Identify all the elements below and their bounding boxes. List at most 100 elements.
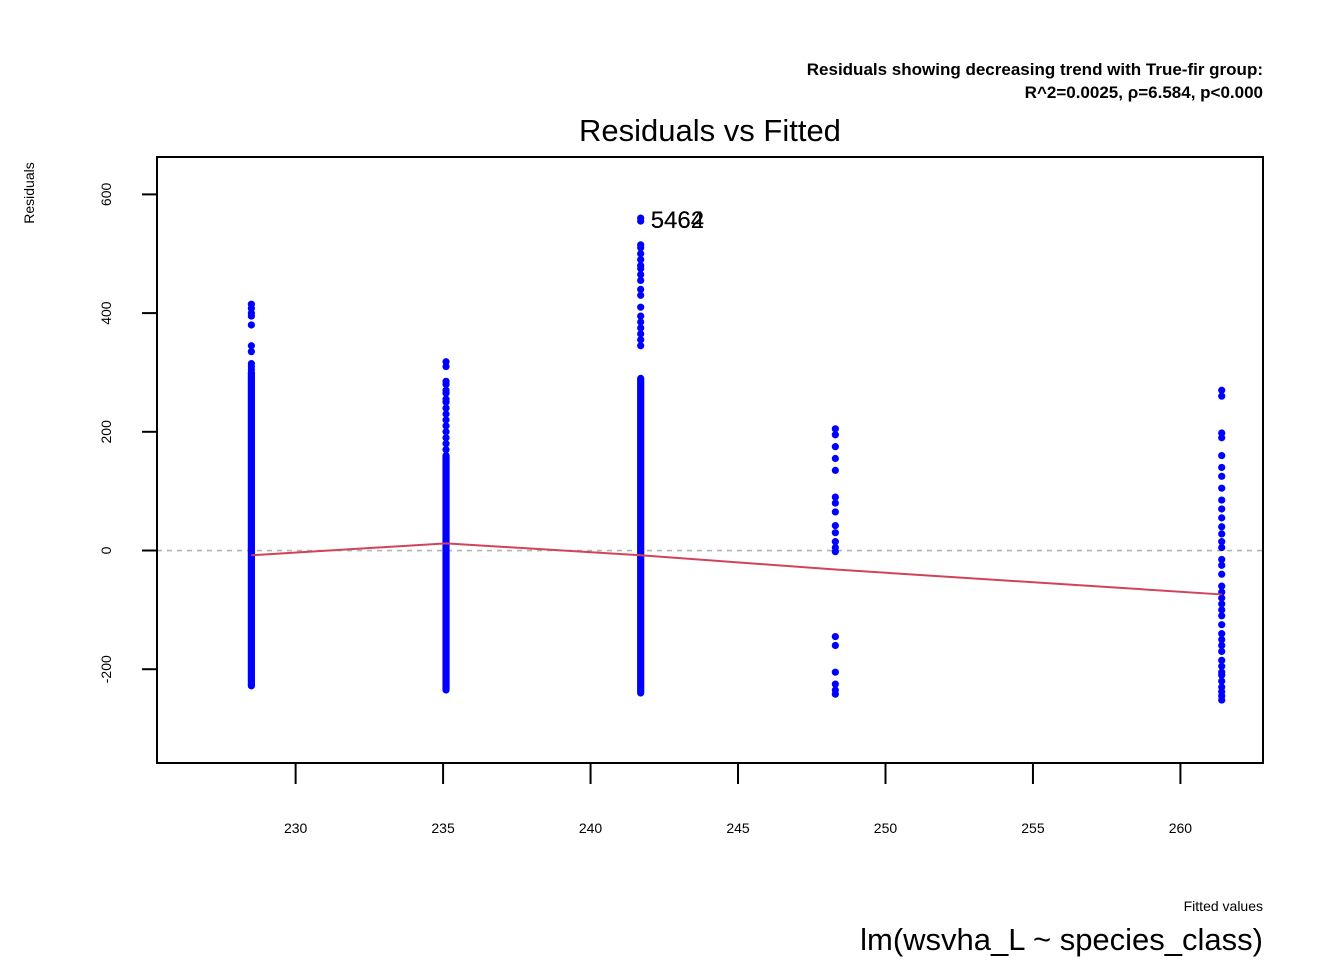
residual-point — [442, 358, 450, 366]
residual-point — [831, 431, 839, 439]
residual-point — [1218, 677, 1226, 685]
residual-point-cluster — [247, 368, 255, 690]
residual-point — [247, 321, 255, 329]
residual-point — [1218, 582, 1226, 590]
residual-point — [637, 214, 645, 222]
x-tick-label: 230 — [284, 820, 308, 836]
residual-point — [1218, 594, 1226, 602]
outlier-label: 5462 — [651, 207, 704, 234]
residual-point — [1218, 641, 1226, 650]
residual-point — [1218, 523, 1226, 531]
residual-point — [442, 440, 450, 448]
residual-point — [247, 359, 255, 368]
x-axis-label: Fitted values — [1184, 898, 1263, 914]
residual-point — [831, 521, 839, 530]
x-tick-label: 250 — [874, 820, 898, 836]
residual-point — [442, 404, 450, 412]
y-tick-label: 0 — [98, 546, 114, 554]
residual-point — [1218, 635, 1226, 644]
y-tick-label: 600 — [98, 183, 114, 207]
residual-point — [442, 446, 450, 454]
residual-point — [1218, 600, 1226, 608]
residual-point — [442, 422, 450, 430]
outlier-label: 5464 — [651, 207, 704, 234]
smoother-line — [251, 542, 1222, 596]
residual-point — [1218, 621, 1226, 629]
residual-point — [831, 499, 839, 507]
residual-point — [1218, 514, 1226, 522]
residual-point — [1218, 555, 1226, 564]
residual-point — [1218, 484, 1226, 492]
residual-point — [1218, 570, 1226, 578]
residual-point — [1218, 656, 1226, 664]
residual-point — [831, 466, 839, 474]
x-tick-label: 260 — [1169, 820, 1193, 836]
chart-subtitle-line2: R^2=0.0025, ρ=6.584, p<0.000 — [1025, 83, 1263, 102]
residual-point — [831, 493, 839, 501]
chart-title: Residuals vs Fitted — [579, 113, 841, 148]
residual-point — [247, 300, 255, 308]
residual-point — [637, 285, 645, 293]
residual-point — [1218, 538, 1226, 546]
x-tick-label: 255 — [1021, 820, 1045, 836]
residual-point — [637, 276, 645, 285]
residual-point — [1218, 451, 1226, 460]
residual-point — [1218, 612, 1226, 620]
x-tick-label: 245 — [726, 820, 750, 836]
residual-point — [1218, 630, 1226, 638]
residual-point — [831, 668, 839, 676]
residual-point — [637, 291, 645, 299]
residual-point — [831, 686, 839, 694]
residual-point — [1218, 392, 1226, 400]
residual-point — [442, 434, 450, 442]
residual-point — [637, 262, 645, 270]
residual-point — [1218, 472, 1226, 480]
residual-point — [1218, 606, 1226, 614]
residual-point — [831, 443, 839, 451]
residual-point — [831, 425, 839, 433]
model-caption: lm(wsvha_L ~ species_class) — [860, 922, 1263, 957]
residual-point — [1218, 530, 1226, 538]
residual-point — [637, 342, 645, 350]
residual-point — [442, 410, 450, 418]
residual-point — [637, 312, 645, 320]
residual-point — [637, 250, 645, 258]
residual-point — [831, 543, 839, 552]
residual-point — [442, 428, 450, 436]
residual-point — [247, 348, 255, 356]
plot-frame — [156, 156, 1264, 764]
residual-point — [247, 342, 255, 350]
residual-point — [831, 538, 839, 546]
residual-point — [637, 324, 645, 332]
residual-point — [1218, 561, 1226, 569]
residual-point — [637, 241, 645, 249]
x-tick-label: 240 — [579, 820, 603, 836]
x-tick-label: 235 — [431, 820, 455, 836]
residual-point — [442, 377, 450, 385]
residual-point — [637, 336, 645, 344]
y-tick-label: 400 — [98, 301, 114, 325]
residual-point — [831, 508, 839, 516]
residual-point-cluster — [637, 374, 645, 697]
residual-point — [831, 454, 839, 463]
residual-point — [442, 386, 450, 394]
residual-point — [1218, 647, 1226, 656]
residual-point — [1218, 496, 1226, 504]
residual-point — [1218, 429, 1226, 437]
residual-point — [637, 256, 645, 264]
chart-subtitle-line1: Residuals showing decreasing trend with … — [807, 60, 1263, 79]
residual-point — [831, 641, 839, 650]
y-axis-label: Residuals — [21, 162, 37, 223]
residual-point — [1218, 463, 1226, 472]
residual-point — [1218, 386, 1226, 394]
residual-point — [637, 270, 645, 279]
residual-point — [637, 330, 645, 338]
residual-point — [637, 303, 645, 311]
residual-point — [831, 632, 839, 641]
residual-point — [1218, 543, 1226, 552]
y-tick-label: 200 — [98, 420, 114, 444]
residual-point-cluster — [442, 451, 450, 694]
residual-point — [1218, 668, 1226, 676]
